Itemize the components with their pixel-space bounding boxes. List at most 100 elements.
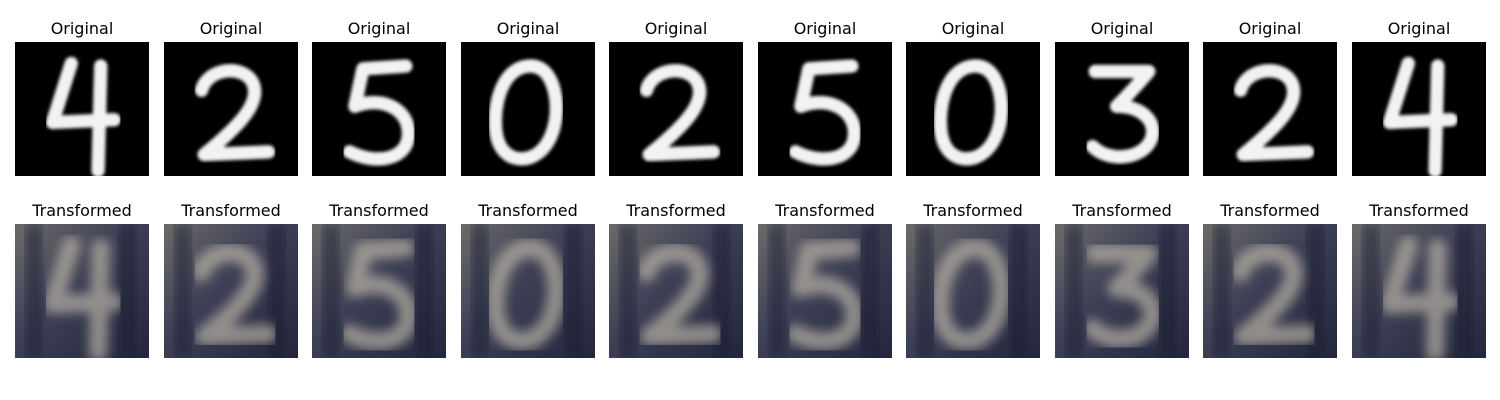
background-streak — [1362, 224, 1379, 358]
background-streak — [1010, 224, 1027, 358]
original-digit-image — [1352, 42, 1486, 176]
digit-2-stroke — [192, 243, 278, 346]
transformed-digit-image — [1203, 224, 1337, 358]
original-panel: Original — [609, 20, 743, 176]
background-streak — [1456, 224, 1473, 358]
panel-title: Transformed — [626, 201, 726, 220]
background-streak — [1307, 224, 1324, 358]
transformed-panel: Transformed — [758, 202, 892, 358]
transformed-digit-image — [906, 224, 1040, 358]
panel-title: Original — [644, 19, 708, 38]
original-digit-image — [164, 42, 298, 176]
original-panel: Original — [1203, 20, 1337, 176]
digit-2-stroke — [1233, 64, 1315, 162]
transformed-digit-image — [15, 224, 149, 358]
transformed-digit-image — [609, 224, 743, 358]
transformed-panel: Transformed — [906, 202, 1040, 358]
original-panel: Original — [461, 20, 595, 176]
original-panel: Original — [758, 20, 892, 176]
digit-4-stroke — [43, 236, 124, 358]
panel-title: Original — [1238, 19, 1302, 38]
transformed-digit-image — [758, 224, 892, 358]
panel-title: Transformed — [329, 201, 429, 220]
original-panel: Original — [1352, 20, 1486, 176]
panel-title: Original — [347, 19, 411, 38]
transformed-digit-image — [312, 224, 446, 358]
background-streak — [1065, 224, 1082, 358]
digit-5-stroke — [788, 59, 862, 166]
original-digit-image — [758, 42, 892, 176]
transformed-digit-image — [461, 224, 595, 358]
original-digit-image — [15, 42, 149, 176]
background-streak — [416, 224, 433, 358]
original-panel: Original — [1055, 20, 1189, 176]
original-digit-image — [1055, 42, 1189, 176]
digit-4-stroke — [45, 56, 121, 176]
digit-2-stroke — [639, 64, 721, 162]
transformed-panel: Transformed — [1055, 202, 1189, 358]
digit-3-stroke — [1083, 244, 1162, 349]
background-streak — [322, 224, 339, 358]
transformed-panel: Transformed — [164, 202, 298, 358]
background-streak — [862, 224, 879, 358]
original-digit-image — [461, 42, 595, 176]
transformed-panel: Transformed — [461, 202, 595, 358]
panel-title: Original — [199, 19, 263, 38]
panel-title: Transformed — [181, 201, 281, 220]
panel-title: Transformed — [1369, 201, 1469, 220]
panel-title: Original — [1387, 19, 1451, 38]
original-digit-image — [312, 42, 446, 176]
transformed-digit-image — [1352, 224, 1486, 358]
background-streak — [174, 224, 191, 358]
transformed-panel: Transformed — [1203, 202, 1337, 358]
background-streak — [916, 224, 933, 358]
digit-4-stroke — [1380, 236, 1461, 358]
digit-2-stroke — [637, 243, 723, 346]
digit-0-stroke — [933, 59, 1009, 166]
panel-title: Transformed — [1072, 201, 1172, 220]
digit-4-stroke — [1382, 56, 1458, 176]
background-streak — [713, 224, 730, 358]
panel-title: Original — [496, 19, 560, 38]
panel-title: Transformed — [32, 201, 132, 220]
background-streak — [1213, 224, 1230, 358]
digit-5-stroke — [342, 59, 416, 166]
panel-title: Original — [50, 19, 114, 38]
original-digit-image — [609, 42, 743, 176]
image-background — [1352, 42, 1486, 176]
image-background — [15, 42, 149, 176]
original-panel: Original — [164, 20, 298, 176]
digit-5-stroke — [786, 238, 864, 351]
background-streak — [1159, 224, 1176, 358]
transformed-panel: Transformed — [609, 202, 743, 358]
panel-title: Original — [793, 19, 857, 38]
background-streak — [768, 224, 785, 358]
digit-2-stroke — [194, 64, 276, 162]
panel-title: Transformed — [478, 201, 578, 220]
digit-3-stroke — [1085, 64, 1160, 164]
background-streak — [268, 224, 285, 358]
transformed-panel: Transformed — [312, 202, 446, 358]
transformed-panel: Transformed — [15, 202, 149, 358]
original-panel: Original — [312, 20, 446, 176]
original-digit-image — [906, 42, 1040, 176]
background-streak — [619, 224, 636, 358]
original-panel: Original — [906, 20, 1040, 176]
digit-5-stroke — [340, 238, 418, 351]
panel-title: Original — [1090, 19, 1154, 38]
background-streak — [25, 224, 42, 358]
background-streak — [565, 224, 582, 358]
transformed-panel: Transformed — [1352, 202, 1486, 358]
panel-title: Original — [941, 19, 1005, 38]
digit-0-stroke — [930, 238, 1011, 351]
panel-title: Transformed — [775, 201, 875, 220]
digit-0-stroke — [485, 238, 566, 351]
digit-0-stroke — [488, 59, 564, 166]
panel-title: Transformed — [1220, 201, 1320, 220]
digit-2-stroke — [1231, 243, 1317, 346]
original-panel: Original — [15, 20, 149, 176]
panel-title: Transformed — [923, 201, 1023, 220]
background-streak — [119, 224, 136, 358]
transformed-digit-image — [164, 224, 298, 358]
